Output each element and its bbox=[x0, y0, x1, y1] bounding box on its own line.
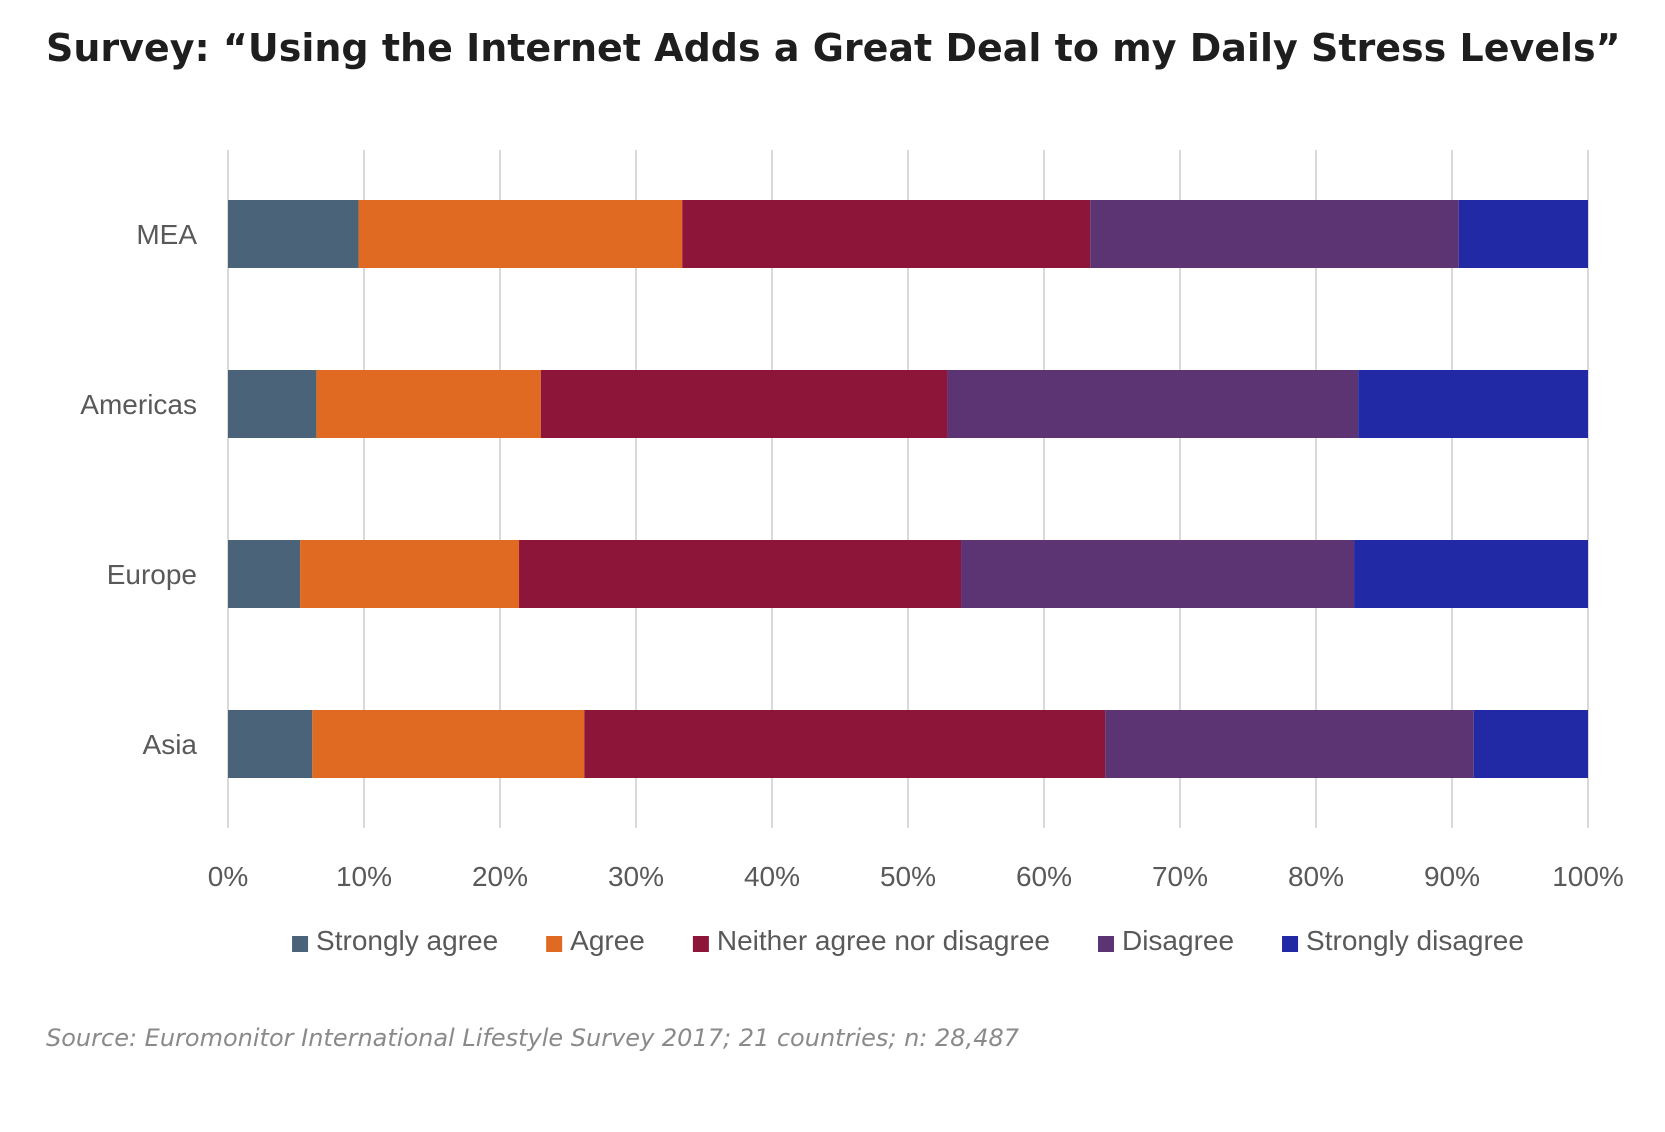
legend-swatch bbox=[1097, 936, 1114, 952]
bar-segment bbox=[584, 710, 1106, 778]
legend-swatch bbox=[292, 936, 309, 952]
bar-segment bbox=[1105, 710, 1474, 778]
bar-segment bbox=[1458, 200, 1588, 268]
axis-labels: 0% 10% 20% 30% 40% 50% 60% 70% 80% 90% 100% MEA Amer… bbox=[80, 219, 1624, 892]
legend-item: Strongly agree bbox=[292, 925, 498, 956]
bars bbox=[228, 200, 1588, 778]
x-tick-label: 90% bbox=[1424, 861, 1480, 892]
bar-segment bbox=[540, 370, 948, 438]
bar-segment bbox=[961, 540, 1355, 608]
bar-segment bbox=[228, 200, 359, 268]
legend: Strongly agree Agree Neither agree nor dis… bbox=[292, 925, 1524, 956]
x-tick-label: 70% bbox=[1152, 861, 1208, 892]
source-note: Source: Euromonitor International Lifest… bbox=[46, 1024, 1019, 1052]
bar-segment bbox=[316, 370, 541, 438]
legend-item: Disagree bbox=[1097, 925, 1234, 956]
legend-label: Strongly disagree bbox=[1306, 925, 1524, 956]
bar-segment bbox=[228, 370, 317, 438]
bar-segment bbox=[1358, 370, 1588, 438]
bar-segment bbox=[1473, 710, 1588, 778]
legend-item: Neither agree nor disagree bbox=[692, 925, 1050, 956]
legend-swatch bbox=[546, 936, 563, 952]
x-tick-label: 20% bbox=[472, 861, 528, 892]
bar-segment bbox=[312, 710, 585, 778]
x-tick-label: 40% bbox=[744, 861, 800, 892]
x-tick-label: 50% bbox=[880, 861, 936, 892]
chart-title: Survey: “Using the Internet Adds a Great… bbox=[46, 26, 1621, 70]
x-tick-label: 10% bbox=[336, 861, 392, 892]
category-label: Europe bbox=[107, 559, 197, 590]
legend-label: Neither agree nor disagree bbox=[717, 925, 1050, 956]
legend-item: Agree bbox=[546, 925, 645, 956]
category-label: Asia bbox=[143, 729, 198, 760]
category-label: MEA bbox=[136, 219, 197, 250]
legend-swatch bbox=[1282, 936, 1299, 952]
x-tick-label: 60% bbox=[1016, 861, 1072, 892]
x-tick-label: 30% bbox=[608, 861, 664, 892]
bar-segment bbox=[358, 200, 683, 268]
x-tick-label: 80% bbox=[1288, 861, 1344, 892]
category-label: Americas bbox=[80, 389, 197, 420]
bar-segment bbox=[682, 200, 1091, 268]
x-tick-label: 0% bbox=[208, 861, 248, 892]
bar-segment bbox=[947, 370, 1359, 438]
legend-item: Strongly disagree bbox=[1282, 925, 1524, 956]
legend-label: Strongly agree bbox=[316, 925, 498, 956]
legend-label: Disagree bbox=[1122, 925, 1234, 956]
x-tick-label: 100% bbox=[1552, 861, 1624, 892]
legend-swatch bbox=[692, 936, 709, 952]
bar-segment bbox=[228, 540, 301, 608]
bar-segment bbox=[519, 540, 962, 608]
bar-segment bbox=[1354, 540, 1588, 608]
bar-segment bbox=[1090, 200, 1459, 268]
bar-segment bbox=[228, 710, 313, 778]
legend-label: Agree bbox=[570, 925, 645, 956]
bar-segment bbox=[300, 540, 520, 608]
